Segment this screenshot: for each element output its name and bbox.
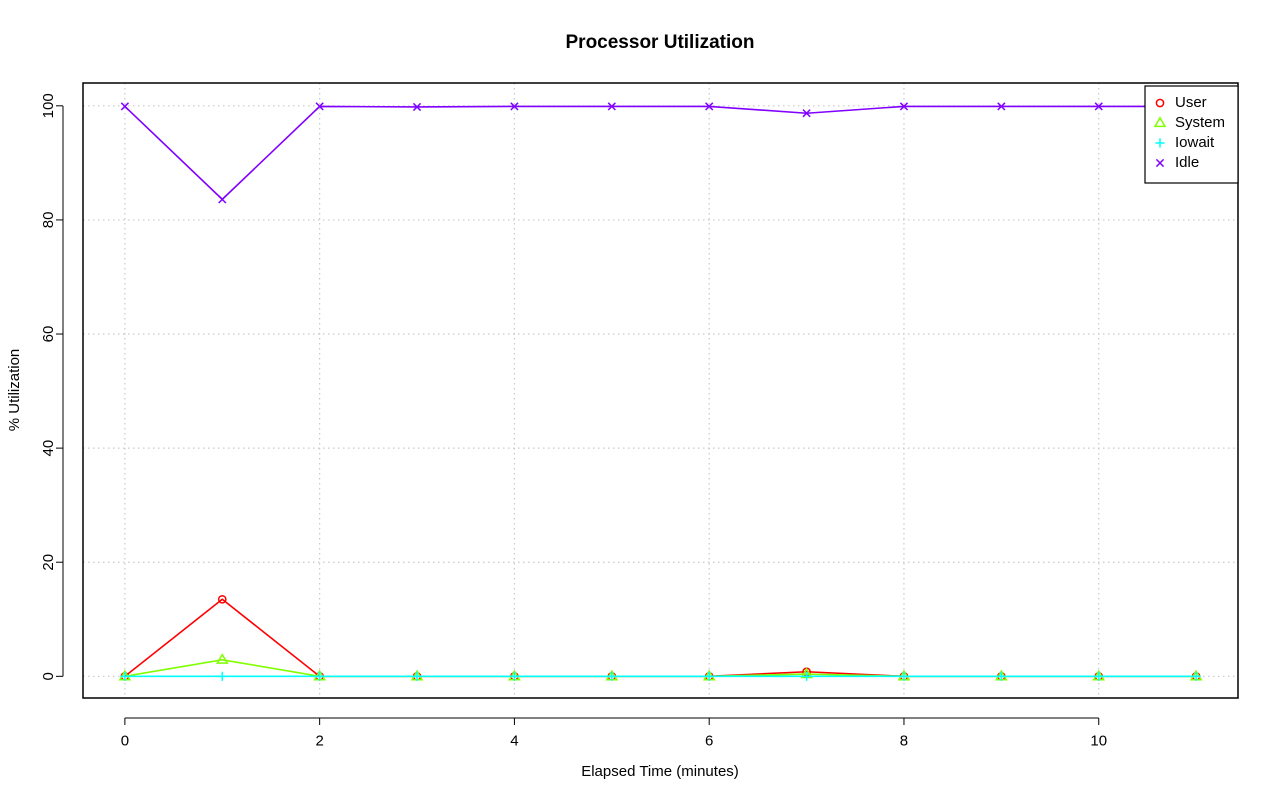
legend-item-user: User [1155, 94, 1207, 111]
series-line-user [124, 598, 1197, 678]
x-tick-label: 0 [121, 732, 129, 749]
data-point-iowait: Iowait: 6, 0 [704, 671, 714, 681]
legend-label-user: User [1175, 94, 1207, 111]
data-point-user: User: 1, 13.5 [217, 594, 227, 604]
series-user: User: 0, 0User: 1, 13.5User: 2, 0User: 3… [120, 594, 1201, 681]
series-layer: User: 0, 0User: 1, 13.5User: 2, 0User: 3… [118, 102, 1203, 681]
data-point-iowait: Iowait: 7, 0 [801, 671, 812, 681]
series-idle: Idle: 0, 99.9 Idle: 1, 83.6 Idle: 2, 99.9 I… [120, 102, 1201, 204]
data-point-idle: Idle: 10, 99.9 [1094, 102, 1103, 111]
grid [83, 83, 1238, 698]
data-point-iowait: Iowait: 1, 0 [217, 671, 227, 681]
legend-label-system: System [1175, 114, 1225, 131]
chart-title: Processor Utilization [566, 32, 755, 53]
legend-label-iowait: Iowait [1175, 134, 1215, 151]
x-axis-label: Elapsed Time (minutes) [581, 763, 739, 780]
legend-marker-iowait [1155, 138, 1165, 148]
legend-item-idle: Idle [1155, 154, 1199, 171]
data-point-iowait: Iowait: 8, 0 [899, 671, 909, 681]
data-point-idle: Idle: 4, 99.9 [510, 102, 519, 111]
y-tick-label: 100 [40, 93, 57, 118]
data-point-idle: Idle: 9, 99.9 [997, 102, 1006, 111]
legend-marker-user [1155, 98, 1165, 108]
y-axis-label: % Utilization [6, 349, 23, 432]
data-point-idle: Idle: 3, 99.8 [412, 102, 422, 112]
data-point-iowait: Iowait: 2, 0 [315, 671, 325, 681]
x-tick-label: 6 [705, 732, 713, 749]
data-point-iowait: Iowait: 9, 0 [996, 671, 1006, 681]
x-tick-label: 2 [315, 732, 323, 749]
y-tick-label: 0 [40, 672, 57, 680]
legend-marker-idle [1155, 158, 1165, 168]
data-point-idle: Idle: 2, 99.9 [315, 102, 324, 111]
data-point-iowait: Iowait: 5, 0 [607, 671, 617, 681]
x-tick-label: 8 [900, 732, 908, 749]
data-point-iowait: Iowait: 0, 0 [120, 671, 130, 681]
legend-marker-system [1153, 116, 1167, 128]
legend-box [1144, 85, 1239, 184]
plot-frame [82, 82, 1239, 699]
data-point-iowait: Iowait: 11, 0 [1191, 671, 1201, 681]
legend-item-iowait: Iowait [1155, 134, 1215, 151]
series-line-system [124, 658, 1197, 678]
data-point-idle: Idle: 7, 98.7 [802, 109, 811, 118]
data-point-idle: Idle: 1, 83.6 [218, 195, 227, 204]
legend-label-idle: Idle [1175, 154, 1199, 171]
data-point-iowait: Iowait: 10, 0 [1094, 671, 1104, 681]
x-tick-label: 10 [1090, 732, 1107, 749]
series-line-idle [124, 105, 1197, 201]
data-point-idle: Idle: 0, 99.9 [120, 102, 130, 111]
data-point-idle: Idle: 8, 99.9 [899, 102, 909, 111]
data-point-iowait: Iowait: 4, 0 [509, 671, 520, 681]
legend: User System Iowait Idle [1144, 85, 1239, 184]
data-point-iowait: Iowait: 3, 0 [412, 671, 422, 681]
legend-item-system: System [1153, 114, 1225, 131]
y-tick-label: 40 [40, 440, 57, 457]
data-point-idle: Idle: 6, 99.9 [705, 102, 714, 111]
y-tick-label: 60 [40, 326, 57, 343]
y-tick-label: 20 [40, 554, 57, 571]
data-point-idle: Idle: 5, 99.9 [607, 102, 616, 111]
x-tick-label: 4 [510, 732, 518, 749]
y-tick-label: 80 [40, 212, 57, 229]
series-iowait: Iowait: 0, 0 Iowait: 1, 0 Iowait: 2, 0 Iowa… [120, 671, 1201, 681]
data-point-system: System: 1, 2.9 [215, 653, 229, 664]
